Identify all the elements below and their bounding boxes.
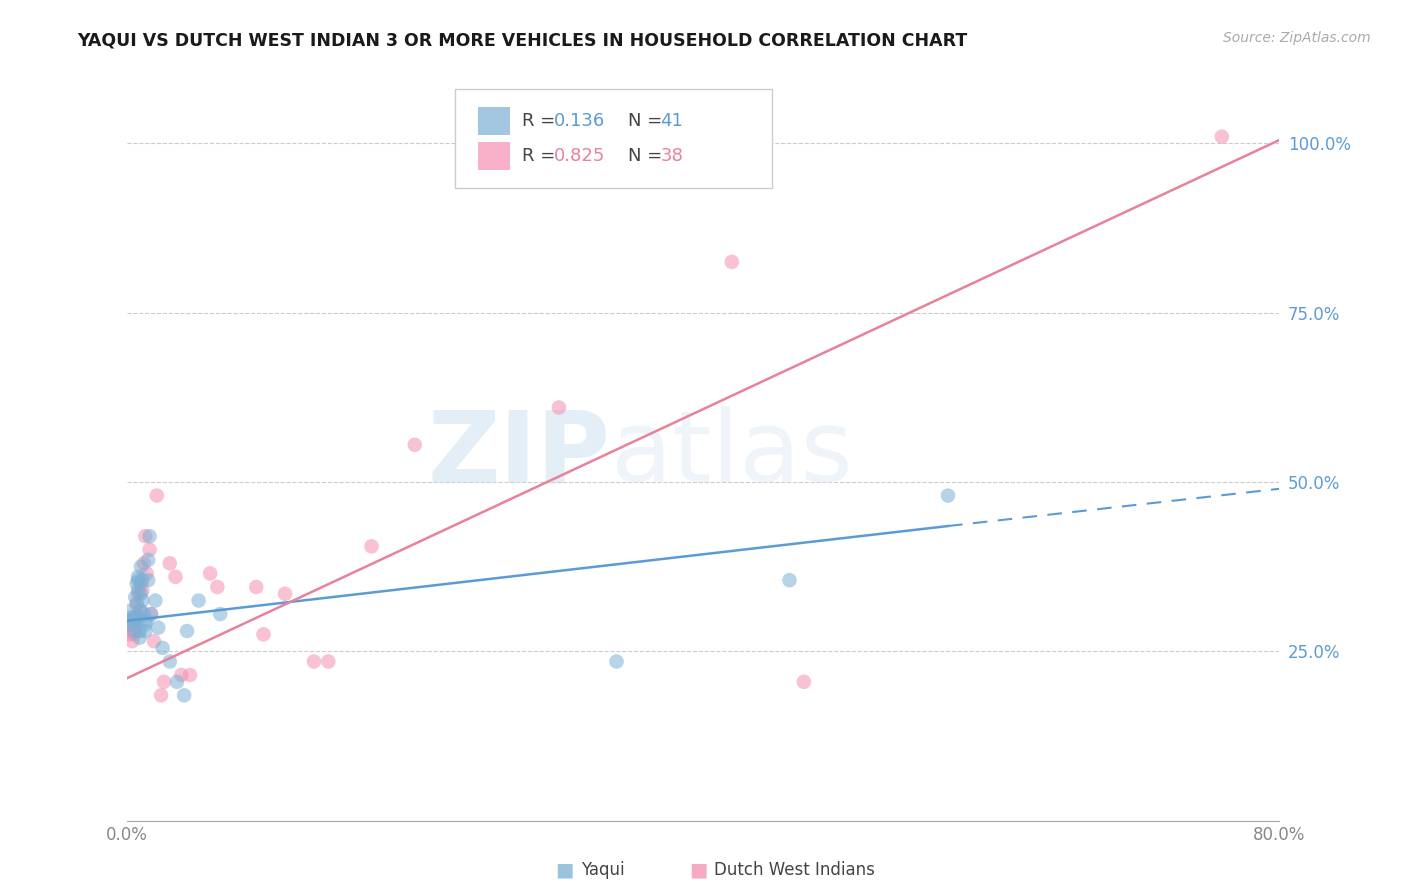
Point: [318, 655, 340, 669]
Point: [138, 542, 160, 557]
Text: atlas: atlas: [610, 407, 852, 503]
Text: R =: R =: [522, 112, 561, 130]
Point: [125, 597, 148, 611]
Point: [176, 624, 198, 638]
Point: [139, 607, 162, 621]
Point: [139, 607, 162, 621]
Point: [209, 607, 232, 621]
Point: [360, 539, 382, 553]
FancyBboxPatch shape: [478, 142, 510, 169]
Point: [779, 573, 801, 587]
Point: [404, 438, 426, 452]
Point: [134, 624, 156, 638]
Point: [122, 610, 145, 624]
Point: [127, 570, 149, 584]
Point: [121, 634, 143, 648]
Point: [166, 674, 188, 689]
Point: [121, 617, 143, 632]
Point: [173, 689, 195, 703]
Text: 41: 41: [661, 112, 683, 130]
Point: [120, 604, 142, 618]
Point: [128, 604, 150, 618]
Point: [170, 668, 193, 682]
Point: [129, 604, 152, 618]
Point: [198, 566, 221, 581]
Text: Yaqui: Yaqui: [581, 861, 624, 879]
Point: [252, 627, 274, 641]
Point: [138, 529, 160, 543]
Point: [129, 576, 152, 591]
Text: Source: ZipAtlas.com: Source: ZipAtlas.com: [1223, 31, 1371, 45]
Point: [136, 573, 159, 587]
Point: [152, 640, 174, 655]
Text: 0.136: 0.136: [554, 112, 606, 130]
Point: [135, 566, 157, 581]
Text: 0.825: 0.825: [554, 147, 606, 165]
Text: ■: ■: [555, 860, 574, 880]
Point: [793, 674, 815, 689]
Point: [122, 624, 145, 638]
Point: [936, 489, 959, 503]
Point: [127, 573, 149, 587]
Text: YAQUI VS DUTCH WEST INDIAN 3 OR MORE VEHICLES IN HOUSEHOLD CORRELATION CHART: YAQUI VS DUTCH WEST INDIAN 3 OR MORE VEH…: [77, 31, 967, 49]
Point: [146, 489, 169, 503]
Point: [207, 580, 229, 594]
Point: [1211, 129, 1233, 144]
Point: [127, 587, 149, 601]
Point: [124, 590, 146, 604]
Text: N =: N =: [628, 112, 668, 130]
Text: R =: R =: [522, 147, 561, 165]
Point: [720, 255, 742, 269]
Point: [129, 587, 152, 601]
Point: [274, 587, 297, 601]
Point: [136, 553, 159, 567]
Point: [165, 570, 187, 584]
Point: [128, 610, 150, 624]
Point: [302, 655, 325, 669]
Point: [245, 580, 267, 594]
Point: [145, 593, 166, 607]
Text: Dutch West Indians: Dutch West Indians: [714, 861, 875, 879]
Point: [132, 556, 155, 570]
Point: [179, 668, 201, 682]
Text: 38: 38: [661, 147, 683, 165]
Point: [128, 631, 150, 645]
Point: [159, 655, 181, 669]
Point: [122, 614, 145, 628]
Point: [142, 634, 165, 648]
Point: [129, 559, 152, 574]
Point: [132, 607, 155, 621]
Text: ■: ■: [689, 860, 707, 880]
Point: [148, 621, 170, 635]
Point: [159, 556, 181, 570]
Point: [135, 614, 157, 628]
FancyBboxPatch shape: [478, 107, 510, 136]
Point: [134, 529, 156, 543]
Point: [153, 674, 176, 689]
Point: [131, 593, 153, 607]
Point: [125, 576, 148, 591]
Point: [131, 573, 153, 587]
Point: [124, 624, 146, 638]
Point: [120, 621, 142, 635]
Point: [125, 610, 148, 624]
Point: [134, 617, 156, 632]
Point: [125, 597, 148, 611]
Point: [124, 614, 146, 628]
Point: [606, 655, 628, 669]
Point: [118, 627, 141, 641]
Point: [120, 610, 142, 624]
FancyBboxPatch shape: [456, 89, 772, 188]
Point: [122, 627, 145, 641]
Point: [548, 401, 571, 415]
Point: [118, 614, 141, 628]
Point: [131, 583, 153, 598]
Text: N =: N =: [628, 147, 668, 165]
Point: [128, 624, 150, 638]
Point: [187, 593, 209, 607]
Point: [150, 689, 173, 703]
Text: ZIP: ZIP: [427, 407, 610, 503]
Point: [127, 583, 149, 598]
